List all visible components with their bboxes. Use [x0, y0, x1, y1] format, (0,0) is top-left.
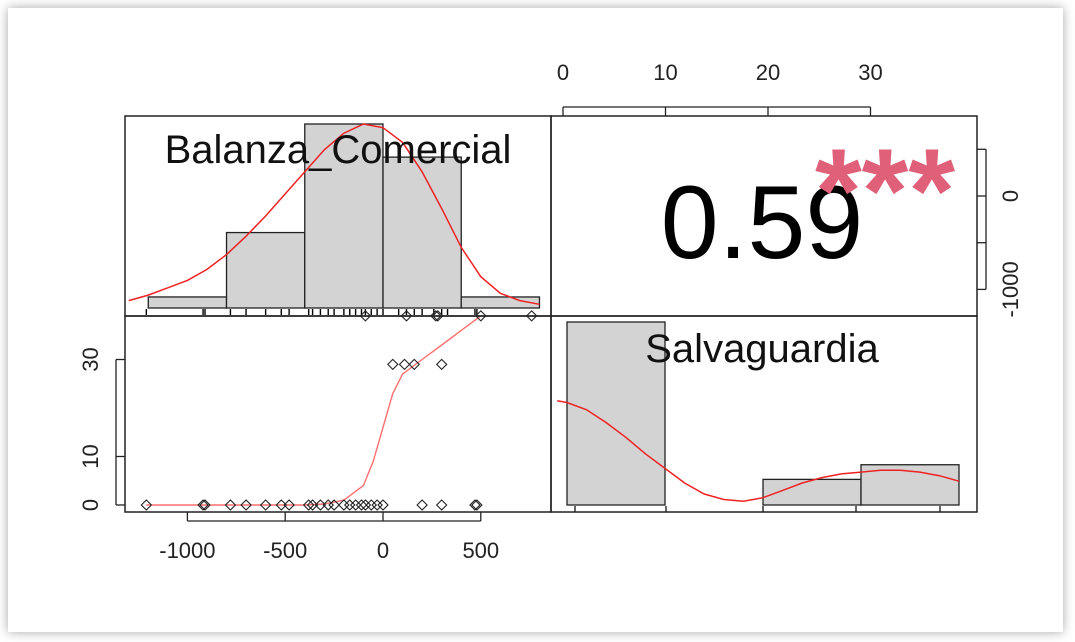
scatter-point: [400, 359, 410, 369]
scatter-point: [360, 500, 370, 510]
right-axis-tick-label: 0: [998, 190, 1023, 202]
label-salvaguardia: Salvaguardia: [645, 327, 879, 371]
scatter-point: [388, 359, 398, 369]
scatter-point: [366, 500, 376, 510]
right-axis-tick-label: -1000: [998, 261, 1023, 317]
scatter-point: [417, 500, 427, 510]
scatter-point: [378, 500, 388, 510]
scatter-smooth-line: [146, 304, 500, 505]
top-axis-tick-label: 20: [756, 60, 780, 85]
label-balanza: Balanza_Comercial: [165, 128, 512, 172]
left-axis-tick-label: 10: [78, 444, 103, 468]
correlation-stars: ***: [815, 124, 955, 258]
top-axis-tick-label: 10: [653, 60, 677, 85]
scatter-point: [437, 359, 447, 369]
balanza-bar: [383, 157, 461, 308]
panel-border: [125, 316, 551, 512]
balanza-bar: [148, 297, 226, 308]
scatter-point: [345, 500, 355, 510]
top-axis-tick-label: 30: [858, 60, 882, 85]
x-axis-tick-label: -500: [263, 538, 307, 563]
x-axis-tick-label: -1000: [159, 538, 215, 563]
left-axis-tick-label: 0: [78, 499, 103, 511]
left-axis-tick-label: 30: [78, 347, 103, 371]
scatter-point: [372, 500, 382, 510]
panel-correlation: 0.59 ***: [661, 124, 956, 281]
top-axis-tick-label: 0: [557, 60, 569, 85]
scatter-point: [351, 500, 361, 510]
panel-scatter: [141, 304, 536, 510]
x-axis-tick-label: 500: [462, 538, 499, 563]
scatter-point: [356, 500, 366, 510]
scatter-point: [437, 500, 447, 510]
x-axis-tick-label: 0: [377, 538, 389, 563]
